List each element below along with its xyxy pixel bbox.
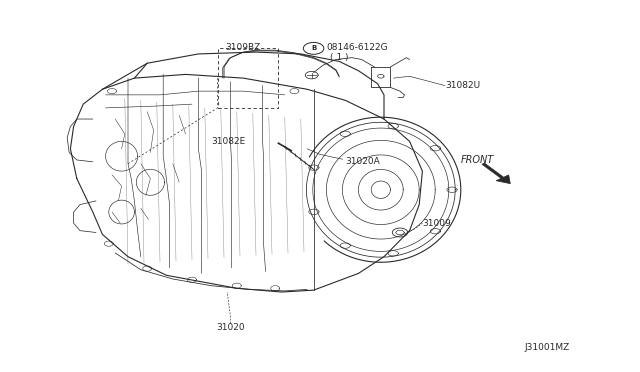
Text: 08146-6122G: 08146-6122G (326, 43, 388, 52)
Text: 31009: 31009 (422, 219, 451, 228)
Text: 31082E: 31082E (211, 137, 246, 146)
Text: ( 1 ): ( 1 ) (330, 53, 348, 62)
Text: J31001MZ: J31001MZ (525, 343, 570, 352)
Text: 3109BZ: 3109BZ (225, 43, 260, 52)
Text: 31020: 31020 (216, 323, 244, 332)
Text: 31082U: 31082U (445, 81, 480, 90)
Text: B: B (311, 45, 316, 51)
Text: FRONT: FRONT (461, 155, 494, 165)
Text: 31020A: 31020A (346, 157, 380, 166)
FancyArrow shape (482, 163, 510, 184)
